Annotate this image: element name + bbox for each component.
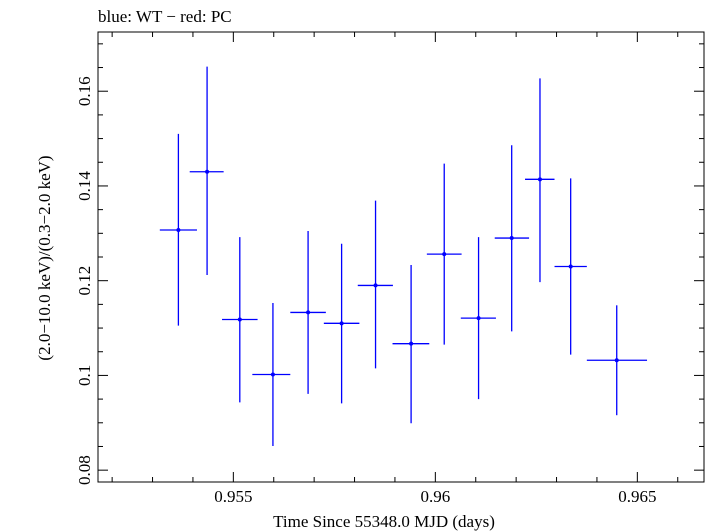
- y-axis-label: (2.0−10.0 keV)/(0.3−2.0 keV): [35, 155, 54, 360]
- point-marker: [476, 316, 481, 321]
- y-tick-label: 0.16: [75, 76, 94, 106]
- data-point: [426, 163, 462, 345]
- data-point: [189, 66, 224, 275]
- point-marker: [373, 283, 378, 288]
- point-marker: [205, 169, 210, 174]
- data-point: [222, 237, 258, 403]
- y-tick-label: 0.14: [75, 171, 94, 201]
- point-marker: [614, 358, 619, 363]
- data-point: [525, 78, 555, 283]
- data-point: [586, 305, 648, 416]
- point-marker: [270, 372, 275, 377]
- x-tick-label: 0.96: [420, 487, 450, 506]
- point-marker: [339, 321, 344, 326]
- y-tick-label: 0.12: [75, 266, 94, 296]
- data-point: [460, 237, 496, 400]
- data-points: [159, 66, 648, 446]
- point-marker: [568, 264, 573, 269]
- point-marker: [306, 310, 311, 315]
- y-tick-label: 0.08: [75, 455, 94, 485]
- point-marker: [176, 228, 181, 232]
- x-tick-label: 0.955: [214, 487, 252, 506]
- data-point: [554, 178, 587, 355]
- data-point: [252, 302, 291, 446]
- point-marker: [509, 236, 514, 241]
- chart-title: blue: WT − red: PC: [98, 7, 232, 26]
- data-point: [323, 243, 360, 404]
- plot-frame: [97, 31, 705, 483]
- data-point: [392, 265, 430, 424]
- point-marker: [237, 317, 242, 322]
- x-tick-label: 0.965: [618, 487, 656, 506]
- axis-ticks: [98, 32, 704, 482]
- tick-labels: 0.955 0.96 0.965 0.08 0.1 0.12 0.14 0.16: [75, 76, 656, 506]
- data-point: [290, 230, 326, 394]
- point-marker: [409, 341, 414, 346]
- point-marker: [537, 177, 542, 182]
- x-axis-label: Time Since 55348.0 MJD (days): [273, 512, 495, 531]
- point-marker: [442, 252, 447, 257]
- data-point: [159, 133, 197, 326]
- data-point: [357, 200, 393, 369]
- data-point: [494, 145, 530, 332]
- y-tick-label: 0.1: [75, 365, 94, 386]
